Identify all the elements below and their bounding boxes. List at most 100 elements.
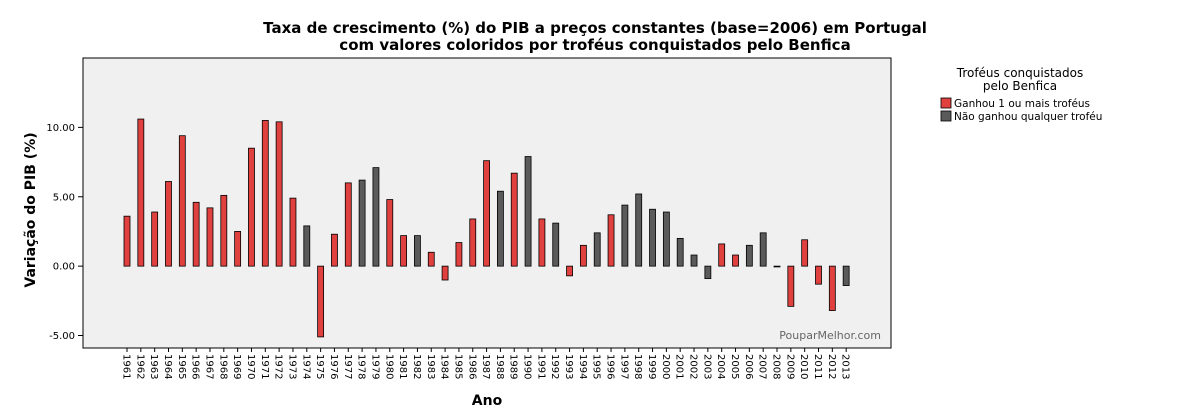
x-tick-label: 1992 (549, 354, 560, 379)
x-tick-label: 2008 (771, 354, 782, 379)
bar-1978 (358, 179, 366, 267)
bar-1965 (178, 135, 186, 267)
x-tick-label: 1971 (259, 354, 270, 379)
x-tick-label: 1973 (286, 354, 297, 379)
legend-swatch-none (940, 110, 952, 122)
x-tick-label: 1984 (439, 354, 450, 379)
x-tick-label: 2005 (729, 354, 740, 379)
x-tick-label: 2006 (743, 354, 754, 379)
y-tick-label: 5.00 (53, 192, 75, 203)
x-axis: 1961 1962 1963 1964 1965 1966 1967 1968 1969 1970… (121, 348, 851, 379)
x-tick-label: 1969 (231, 354, 242, 379)
bar-2010 (801, 239, 809, 267)
x-tick-label: 1962 (134, 354, 145, 379)
x-tick-label: 1970 (245, 354, 256, 379)
legend: Troféus conquistados pelo Benfica Ganhou… (940, 66, 1102, 123)
legend-title-line-1: Troféus conquistados (956, 66, 1083, 80)
x-tick-label: 1968 (217, 354, 228, 379)
bar-2003 (704, 265, 712, 280)
x-tick-label: 1990 (522, 354, 533, 379)
x-tick-label: 1967 (203, 354, 214, 379)
legend-title-line-2: pelo Benfica (983, 79, 1057, 93)
bar-1981 (400, 235, 408, 267)
x-tick-label: 1977 (342, 354, 353, 379)
bar-2001 (676, 237, 684, 267)
y-axis-title: Variação do PIB (%) (23, 132, 39, 287)
x-tick-label: 1963 (148, 354, 159, 379)
x-tick-label: 1978 (356, 354, 367, 379)
bar-1962 (137, 118, 145, 267)
bar-2006 (745, 244, 753, 267)
x-tick-label: 1980 (383, 354, 394, 379)
bar-1970 (248, 147, 255, 267)
bar-1982 (414, 235, 421, 267)
bar-1976 (331, 233, 338, 267)
x-tick-label: 2009 (784, 354, 795, 379)
x-tick-label: 1985 (452, 354, 463, 379)
x-tick-label: 1966 (190, 354, 201, 379)
bar-2009 (787, 265, 795, 307)
x-tick-label: 1983 (425, 354, 436, 379)
x-tick-label: 1965 (176, 354, 187, 379)
x-tick-label: 2013 (840, 354, 851, 379)
bar-1998 (635, 193, 643, 267)
y-tick-label: -5.00 (49, 331, 75, 342)
x-tick-label: 2001 (674, 354, 685, 379)
bar-1961 (123, 215, 131, 267)
bar-1966 (192, 201, 200, 267)
x-tick-label: 1993 (563, 354, 574, 379)
bar-1975 (317, 265, 325, 338)
bar-2000 (662, 211, 670, 267)
bar-1994 (579, 244, 587, 267)
bar-1992 (552, 222, 560, 267)
x-tick-label: 1998 (632, 354, 643, 379)
x-tick-label: 2000 (660, 354, 671, 379)
bar-1984 (441, 265, 449, 281)
bars (123, 118, 850, 338)
bar-1972 (275, 121, 283, 267)
chart-title-line-2: com valores coloridos por troféus conqui… (339, 36, 850, 54)
watermark: PouparMelhor.com (779, 329, 881, 342)
bar-1974 (303, 225, 311, 267)
x-tick-label: 2003 (701, 354, 712, 379)
bar-2008 (773, 265, 781, 268)
bar-1990 (524, 156, 532, 267)
x-tick-label: 1988 (494, 354, 505, 379)
legend-label-none: Não ganhou qualquer troféu (954, 111, 1102, 123)
bar-1969 (234, 231, 242, 267)
y-axis: -5.00 0.00 5.00 10.00 (46, 123, 83, 342)
bar-1963 (151, 211, 159, 267)
bar-1993 (566, 265, 573, 277)
bar-2011 (815, 265, 822, 285)
x-tick-label: 2007 (757, 354, 768, 379)
bar-2012 (828, 265, 836, 311)
bar-1973 (289, 197, 297, 267)
x-tick-label: 2012 (826, 354, 837, 379)
x-tick-label: 1961 (121, 354, 132, 379)
x-tick-label: 1972 (273, 354, 284, 379)
bar-1980 (386, 199, 394, 267)
y-tick-label: 10.00 (46, 123, 75, 134)
x-tick-label: 1996 (605, 354, 616, 379)
x-tick-label: 1995 (591, 354, 602, 379)
x-tick-label: 2004 (715, 354, 726, 379)
bar-1971 (261, 120, 269, 267)
bar-1987 (483, 160, 490, 267)
bar-1964 (165, 181, 172, 267)
bar-2004 (718, 243, 726, 267)
x-tick-label: 2010 (798, 354, 809, 379)
x-tick-label: 1989 (508, 354, 519, 379)
y-tick-label: 0.00 (53, 262, 75, 273)
x-tick-label: 1982 (411, 354, 422, 379)
bar-1968 (220, 194, 228, 267)
bar-1967 (206, 207, 214, 267)
x-tick-label: 1974 (300, 354, 311, 379)
chart-title-line-1: Taxa de crescimento (%) do PIB a preços … (263, 19, 927, 37)
x-tick-label: 1994 (577, 354, 588, 379)
bar-1999 (649, 208, 656, 267)
x-axis-title: Ano (472, 393, 503, 409)
x-tick-label: 1986 (466, 354, 477, 379)
bar-2005 (732, 254, 739, 267)
x-tick-label: 1979 (369, 354, 380, 379)
